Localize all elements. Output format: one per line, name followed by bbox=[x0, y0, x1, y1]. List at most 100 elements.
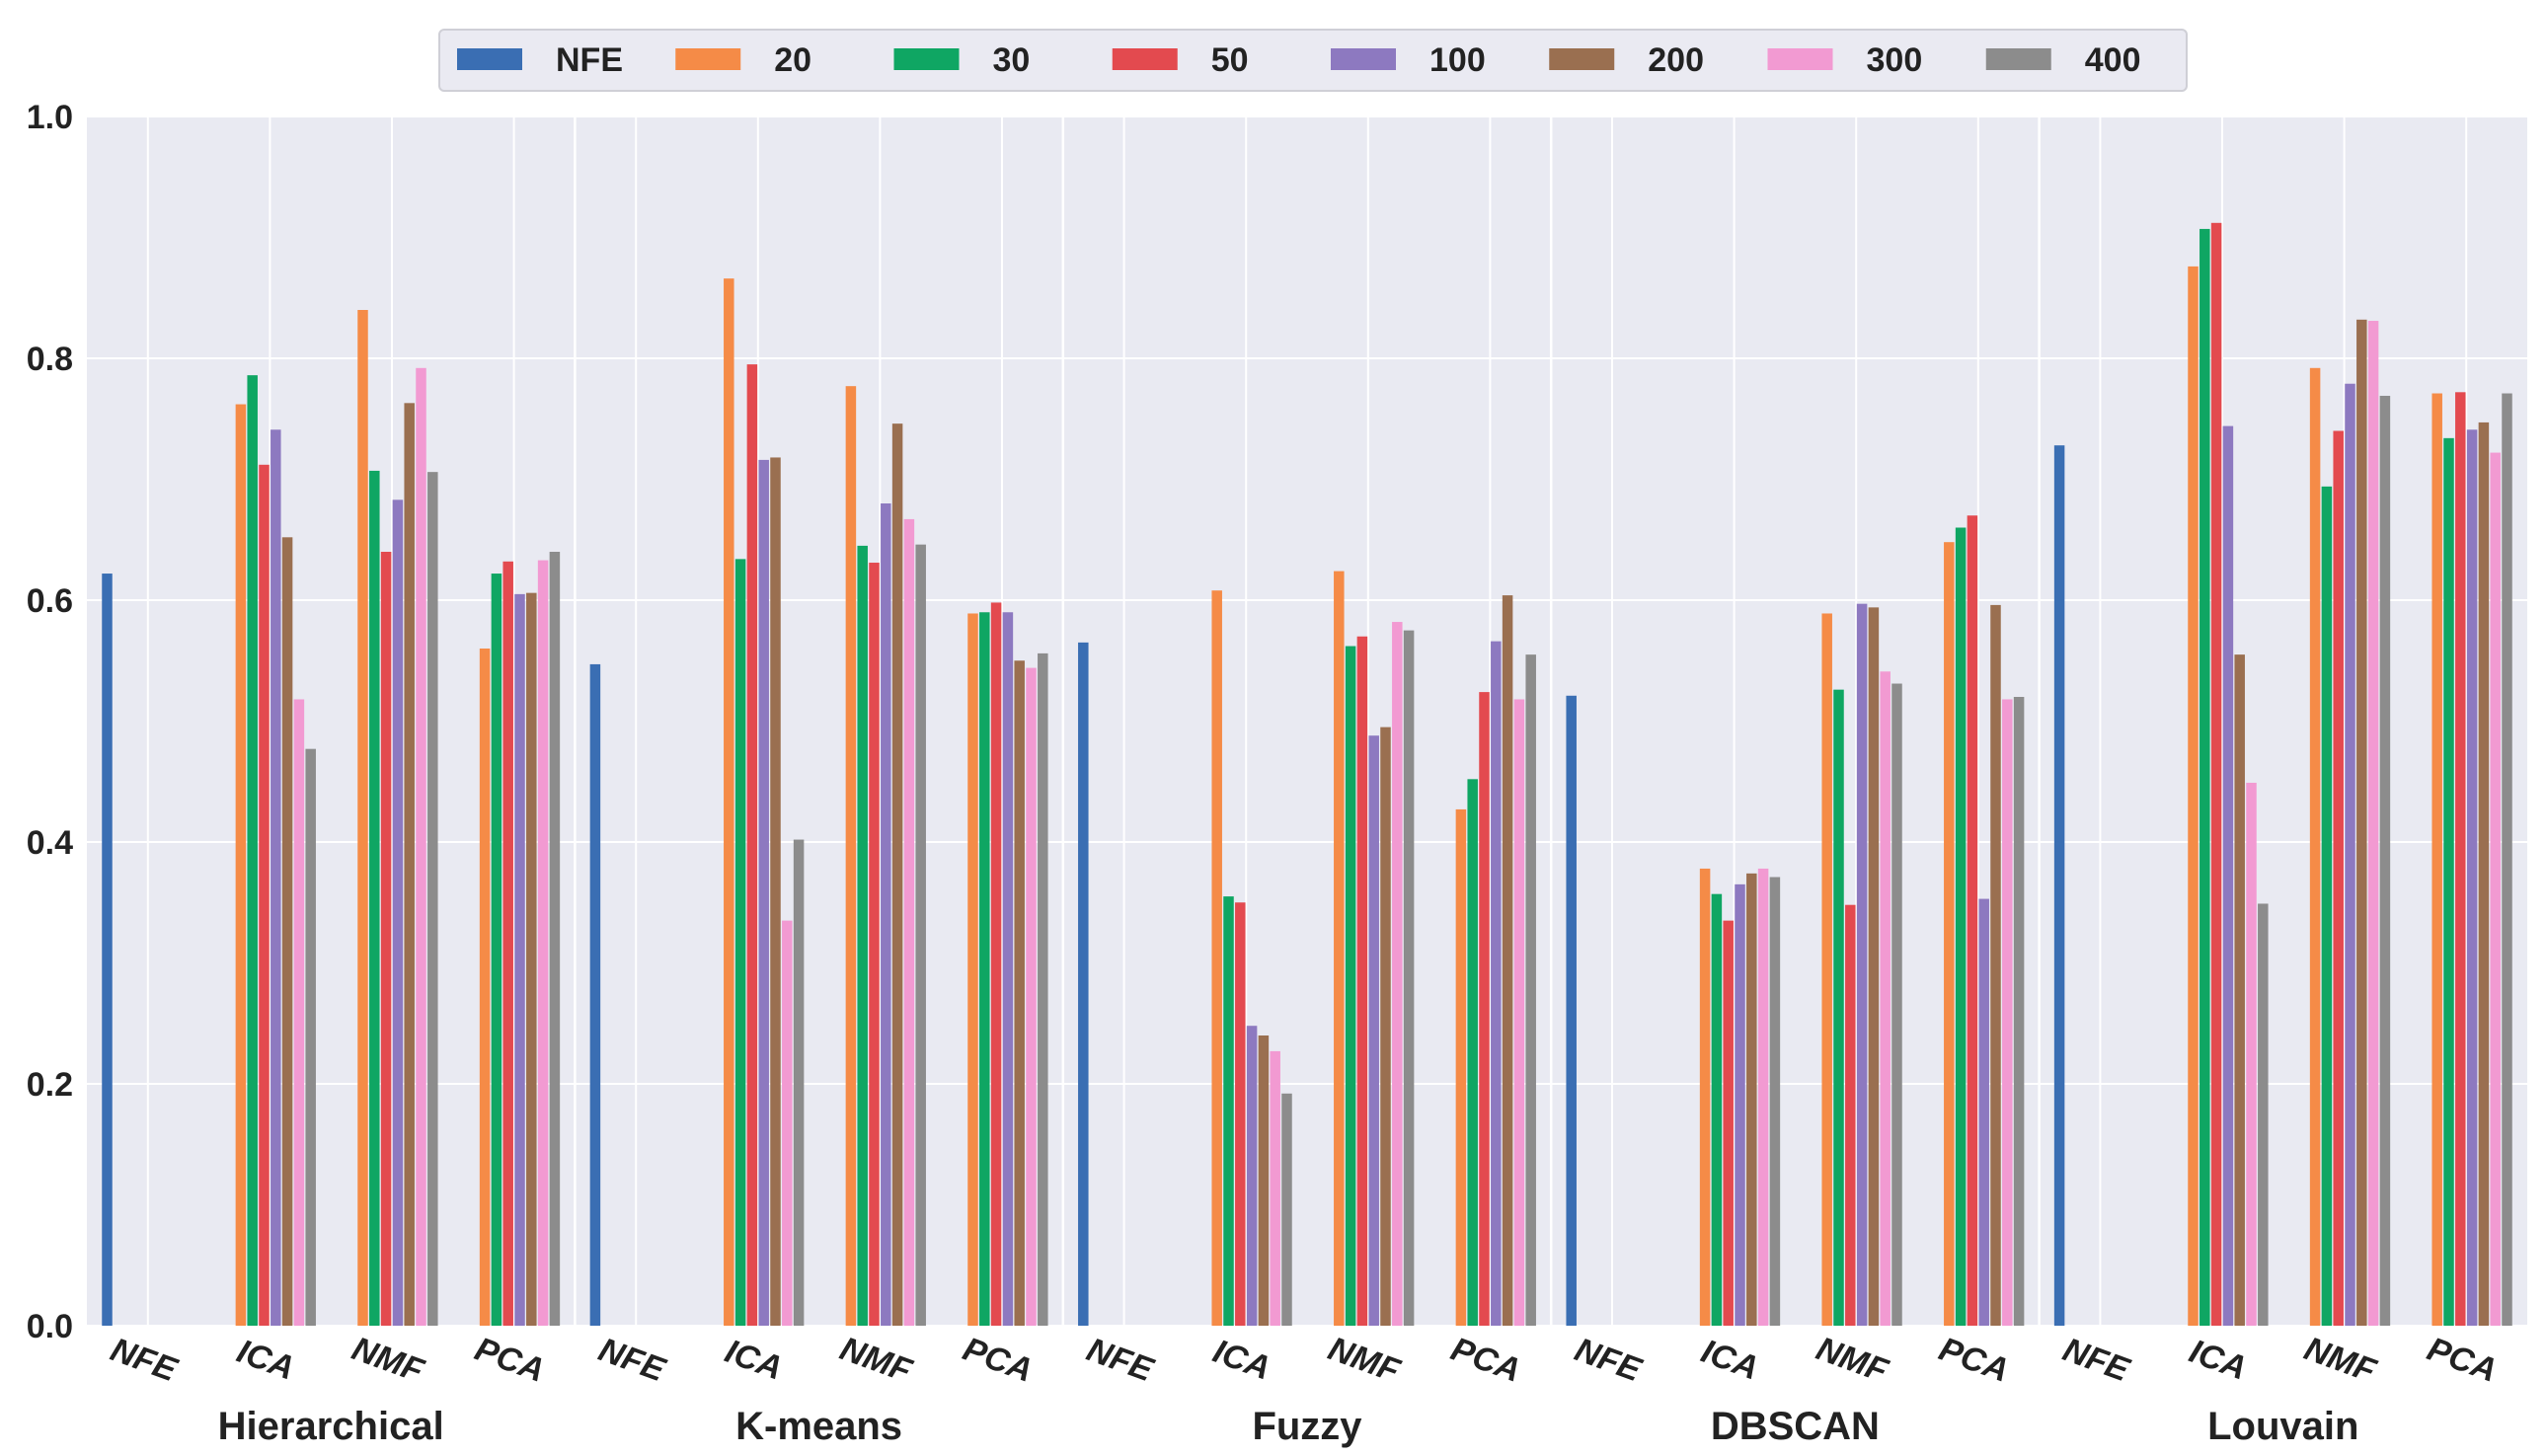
x-category-label: PCA bbox=[1934, 1331, 2013, 1390]
bar-fuzzy-pca-300 bbox=[1513, 699, 1525, 1326]
x-category-label: NFE bbox=[106, 1331, 183, 1389]
bar-k-means-nmf-50 bbox=[869, 563, 880, 1326]
x-axis: NFE ICA NMF PCA Hierarchical NFE ICA NMF PCA K-me… bbox=[106, 1330, 2502, 1448]
bar-fuzzy-ica-100 bbox=[1246, 1026, 1258, 1326]
bar-louvain-ica-50 bbox=[2210, 222, 2222, 1326]
y-tick-label: 0.4 bbox=[27, 824, 73, 862]
legend[interactable]: NFE 20 30 50 100 200 300 400 bbox=[438, 29, 2188, 92]
bar-dbscan-nmf-100 bbox=[1856, 603, 1868, 1326]
bar-louvain-nmf-300 bbox=[2367, 321, 2379, 1326]
bar-louvain-nmf-30 bbox=[2321, 486, 2333, 1327]
bar-k-means-ica-200 bbox=[770, 457, 781, 1326]
bar-dbscan-ica-100 bbox=[1735, 883, 1745, 1326]
bar-fuzzy-nmf-300 bbox=[1392, 622, 1403, 1326]
x-category-label: NMF bbox=[1323, 1330, 1405, 1390]
legend-swatch-20 bbox=[675, 48, 741, 70]
bar-louvain-pca-30 bbox=[2443, 437, 2454, 1327]
bar-dbscan-nmf-20 bbox=[1821, 613, 1832, 1326]
legend-label-200: 200 bbox=[1648, 41, 1704, 79]
bar-fuzzy-ica-200 bbox=[1258, 1035, 1270, 1326]
bar-louvain-pca-400 bbox=[2502, 393, 2512, 1326]
bar-k-means-nmf-30 bbox=[857, 545, 868, 1326]
bar-hierarchical-nmf-30 bbox=[369, 470, 380, 1326]
bar-k-means-ica-300 bbox=[782, 920, 793, 1326]
legend-swatch-100 bbox=[1331, 48, 1396, 70]
y-tick-label: 0.0 bbox=[27, 1308, 73, 1345]
bar-dbscan-pca-20 bbox=[1944, 542, 1955, 1326]
y-tick-label: 0.6 bbox=[27, 582, 73, 620]
legend-swatch-300 bbox=[1767, 48, 1833, 70]
bar-dbscan-ica-30 bbox=[1711, 893, 1723, 1326]
bar-k-means-nmf-400 bbox=[915, 544, 926, 1326]
bar-hierarchical-pca-20 bbox=[479, 649, 491, 1326]
bar-k-means-pca-30 bbox=[979, 612, 990, 1326]
x-category-label: ICA bbox=[1696, 1333, 1763, 1388]
bar-louvain-nfe-nfe bbox=[2053, 445, 2065, 1326]
bar-hierarchical-ica-20 bbox=[235, 404, 247, 1326]
bar-hierarchical-pca-30 bbox=[491, 574, 502, 1326]
bar-louvain-nmf-100 bbox=[2345, 383, 2355, 1327]
bar-fuzzy-pca-200 bbox=[1502, 595, 1513, 1326]
y-tick-label: 1.0 bbox=[27, 99, 73, 136]
legend-label-50: 50 bbox=[1211, 41, 1249, 79]
bar-dbscan-nmf-400 bbox=[1891, 683, 1902, 1326]
bar-louvain-ica-30 bbox=[2200, 228, 2210, 1326]
bar-hierarchical-ica-30 bbox=[247, 375, 258, 1326]
bar-k-means-pca-50 bbox=[990, 602, 1002, 1326]
bar-fuzzy-pca-30 bbox=[1467, 779, 1478, 1326]
bar-hierarchical-pca-100 bbox=[514, 593, 525, 1326]
x-category-label: NFE bbox=[1082, 1331, 1159, 1389]
bar-fuzzy-nfe-nfe bbox=[1078, 642, 1089, 1326]
x-category-label: PCA bbox=[2423, 1331, 2502, 1390]
bar-hierarchical-nmf-50 bbox=[380, 552, 392, 1326]
bar-louvain-pca-50 bbox=[2455, 392, 2466, 1326]
bar-dbscan-ica-300 bbox=[1757, 868, 1769, 1326]
bar-dbscan-pca-50 bbox=[1967, 515, 1978, 1326]
bar-louvain-pca-200 bbox=[2478, 421, 2490, 1326]
bar-dbscan-pca-100 bbox=[1978, 898, 1989, 1326]
bar-fuzzy-nmf-30 bbox=[1345, 646, 1356, 1326]
bar-hierarchical-nmf-20 bbox=[357, 310, 368, 1326]
bar-louvain-nmf-400 bbox=[2379, 395, 2391, 1327]
bar-dbscan-ica-200 bbox=[1746, 873, 1757, 1326]
bar-fuzzy-ica-300 bbox=[1270, 1050, 1280, 1326]
x-category-label: NFE bbox=[2058, 1331, 2135, 1389]
bar-k-means-ica-30 bbox=[734, 559, 746, 1326]
bar-dbscan-pca-400 bbox=[2013, 697, 2025, 1326]
bar-fuzzy-pca-100 bbox=[1491, 641, 1502, 1326]
y-tick-label: 0.8 bbox=[27, 341, 73, 378]
group-label-fuzzy: Fuzzy bbox=[1252, 1405, 1362, 1448]
legend-swatch-50 bbox=[1112, 48, 1178, 70]
group-label-louvain: Louvain bbox=[2207, 1405, 2358, 1448]
legend-label-100: 100 bbox=[1429, 41, 1486, 79]
x-category-label: ICA bbox=[232, 1333, 299, 1388]
bar-louvain-nmf-20 bbox=[2309, 367, 2321, 1326]
bar-louvain-nmf-50 bbox=[2333, 430, 2344, 1326]
bar-louvain-ica-100 bbox=[2222, 425, 2234, 1327]
group-label-k-means: K-means bbox=[735, 1405, 902, 1448]
legend-label-20: 20 bbox=[774, 41, 811, 79]
bar-k-means-nmf-20 bbox=[845, 386, 857, 1326]
legend-swatch-200 bbox=[1549, 48, 1615, 70]
legend-swatch-30 bbox=[893, 48, 960, 70]
bar-dbscan-ica-400 bbox=[1769, 877, 1781, 1326]
x-category-label: NFE bbox=[594, 1331, 671, 1389]
bar-hierarchical-pca-300 bbox=[537, 560, 549, 1326]
x-category-label: ICA bbox=[1208, 1333, 1275, 1388]
bar-hierarchical-ica-200 bbox=[281, 537, 293, 1326]
bar-hierarchical-nmf-100 bbox=[392, 499, 404, 1326]
x-category-label: NMF bbox=[1812, 1330, 1893, 1390]
bar-dbscan-nmf-300 bbox=[1880, 671, 1891, 1326]
bar-hierarchical-pca-400 bbox=[549, 552, 561, 1326]
bar-louvain-ica-20 bbox=[2188, 266, 2199, 1326]
legend-label-400: 400 bbox=[2085, 41, 2141, 79]
bar-dbscan-pca-300 bbox=[2002, 699, 2013, 1326]
bar-dbscan-pca-30 bbox=[1955, 527, 1967, 1326]
bar-hierarchical-nmf-300 bbox=[416, 367, 426, 1326]
x-category-label: NMF bbox=[347, 1330, 429, 1390]
bar-dbscan-nmf-50 bbox=[1845, 904, 1856, 1326]
y-axis: 0.0 0.2 0.4 0.6 0.8 1.0 bbox=[27, 99, 73, 1345]
bar-hierarchical-ica-50 bbox=[259, 464, 270, 1326]
bar-louvain-ica-400 bbox=[2258, 903, 2269, 1326]
y-tick-label: 0.2 bbox=[27, 1066, 73, 1104]
